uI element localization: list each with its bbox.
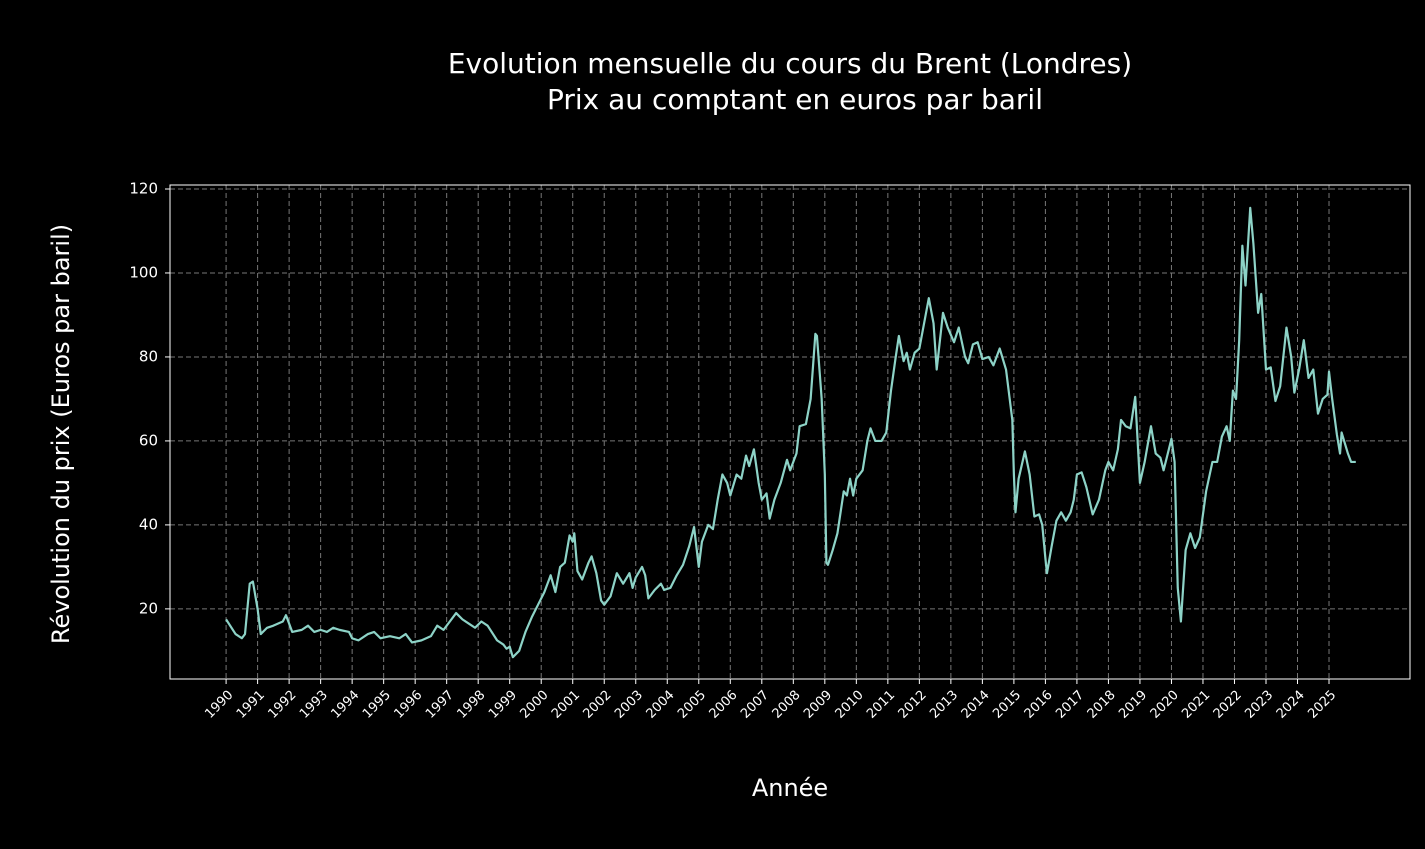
y-tick-label: 120 xyxy=(129,179,158,197)
plot-frame xyxy=(169,184,1411,680)
y-tick-label: 100 xyxy=(129,263,158,281)
chart-subtitle: Prix au comptant en euros par baril xyxy=(547,83,1043,116)
chart-title: Evolution mensuelle du cours du Brent (L… xyxy=(448,47,1132,80)
y-axis-label: Révolution du prix (Euros par baril) xyxy=(47,224,75,644)
price-line xyxy=(225,206,1356,659)
x-axis-label: Année xyxy=(752,774,828,802)
y-tick-label: 80 xyxy=(139,347,158,365)
y-tick-label: 60 xyxy=(139,431,158,449)
y-tick-label: 40 xyxy=(139,515,158,533)
y-tick-label: 20 xyxy=(139,599,158,617)
